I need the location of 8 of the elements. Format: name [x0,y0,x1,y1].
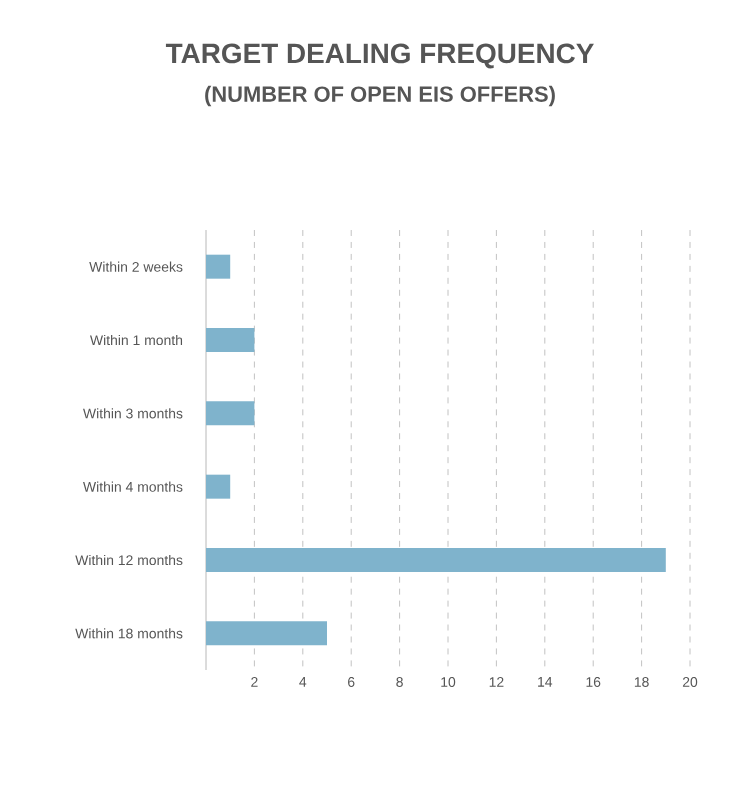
bar [206,401,255,426]
bar [206,621,327,646]
chart-title: TARGET DEALING FREQUENCY [165,43,594,69]
bar [206,474,231,499]
chart-subtitle: (NUMBER OF OPEN EIS OFFERS) [205,85,555,107]
bar [206,254,231,279]
bar [206,328,255,353]
bar [206,548,666,573]
